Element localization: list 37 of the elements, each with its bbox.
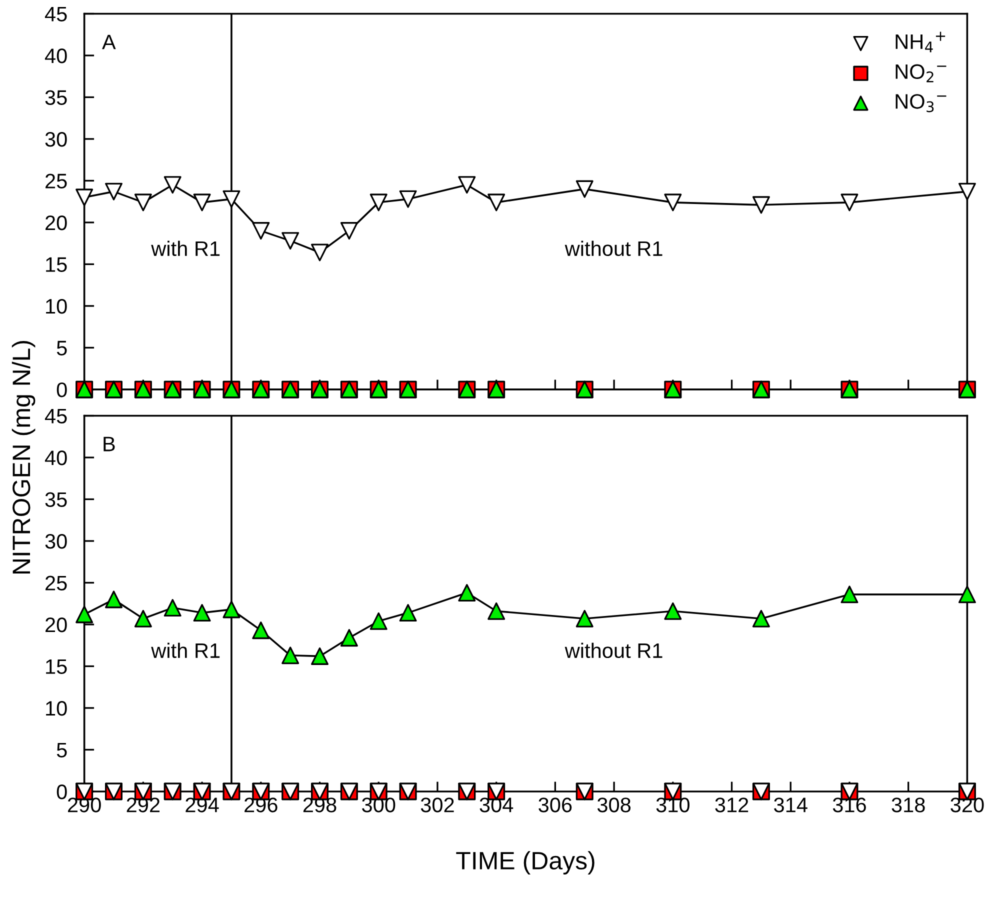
y-tick-label: 15 bbox=[46, 257, 67, 272]
x-tick-label: 302 bbox=[420, 798, 454, 812]
legend-label: NO$_{2}$$^{−}$ bbox=[896, 64, 946, 82]
y-tick-label: 30 bbox=[45, 534, 67, 549]
y-tick-label: 25 bbox=[46, 174, 67, 188]
y-tick-label: 45 bbox=[44, 408, 67, 424]
y-tick-label: 0 bbox=[56, 382, 67, 398]
annotation: B bbox=[104, 436, 115, 452]
y-tick-label: 20 bbox=[46, 617, 67, 632]
x-tick-label: 312 bbox=[715, 798, 748, 812]
annotation: with R1 bbox=[151, 240, 220, 256]
y-tick-label: 40 bbox=[44, 48, 67, 64]
y-tick-label: 5 bbox=[56, 742, 67, 758]
y-tick-label: 10 bbox=[46, 700, 67, 716]
y-tick-label: 25 bbox=[46, 576, 67, 590]
x-tick-label: 306 bbox=[538, 798, 572, 812]
x-tick-label: 308 bbox=[597, 798, 631, 812]
y-tick-label: 20 bbox=[46, 215, 67, 230]
y-tick-label: 35 bbox=[45, 90, 67, 105]
y-tick-label: 35 bbox=[45, 492, 67, 507]
y-tick-label: 45 bbox=[44, 6, 67, 22]
y-tick-label: 15 bbox=[46, 659, 67, 674]
y-tick-label: 30 bbox=[45, 132, 67, 147]
annotation: with R1 bbox=[151, 642, 220, 658]
annotation: A bbox=[102, 34, 116, 50]
annotation: without R1 bbox=[564, 642, 662, 658]
y-tick-label: 10 bbox=[46, 298, 67, 314]
y-tick-label: 0 bbox=[56, 784, 67, 800]
legend-label: NO$_{3}$$^{−}$ bbox=[896, 94, 946, 112]
annotation: without R1 bbox=[564, 240, 662, 256]
y-tick-label: 5 bbox=[56, 340, 67, 356]
x-tick-label: 314 bbox=[774, 798, 808, 812]
x-axis-title: TIME (Days) bbox=[456, 851, 594, 874]
x-tick-label: 318 bbox=[892, 798, 925, 812]
y-tick-label: 40 bbox=[44, 450, 67, 466]
legend-label: NH$_{4}$$^{+}$ bbox=[896, 32, 946, 52]
y-axis-title: NITROGEN (mg N/L) bbox=[12, 340, 36, 574]
